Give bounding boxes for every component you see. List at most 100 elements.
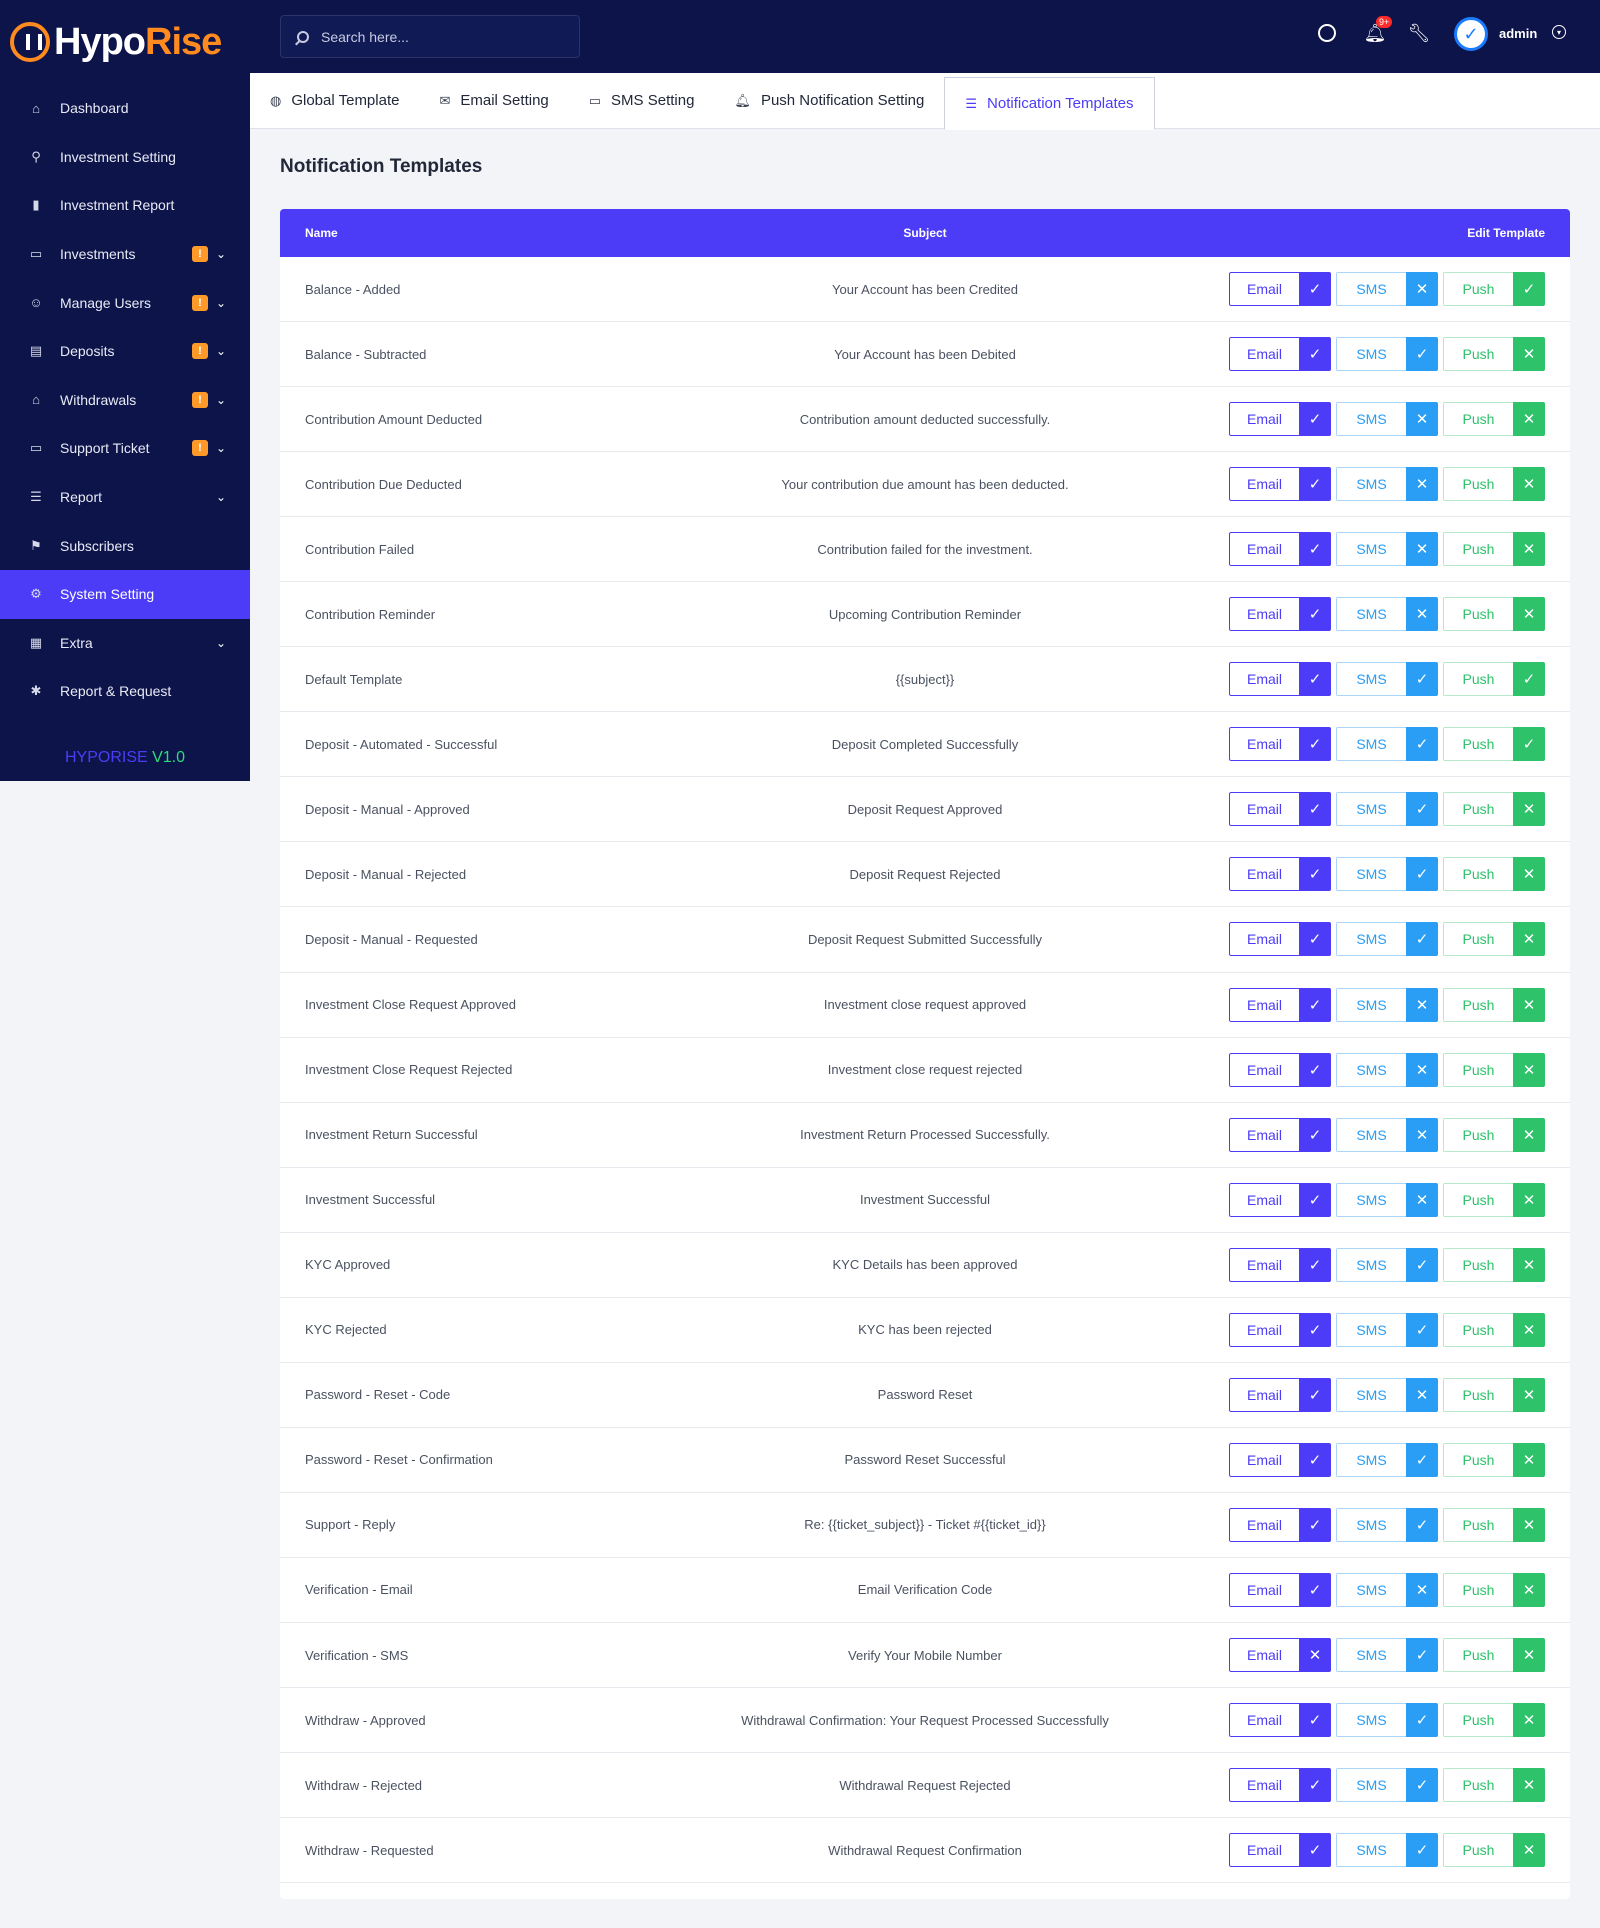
sidebar-item-subscribers[interactable]: ⚑ Subscribers (0, 521, 250, 570)
email-edit-button[interactable]: Email (1229, 1507, 1299, 1542)
check-icon[interactable]: ✓ (1299, 1768, 1331, 1803)
push-template-toggle[interactable]: Push ✓ (1443, 272, 1545, 307)
email-template-toggle[interactable]: Email ✕ (1229, 1638, 1331, 1672)
close-icon[interactable]: ✕ (1513, 597, 1545, 632)
sms-edit-button[interactable]: SMS (1336, 922, 1406, 957)
close-icon[interactable]: ✕ (1406, 987, 1438, 1022)
push-template-toggle[interactable]: Push ✕ (1443, 337, 1545, 372)
email-edit-button[interactable]: Email (1229, 1182, 1299, 1217)
check-icon[interactable]: ✓ (1299, 1117, 1331, 1152)
chevron-down-icon[interactable]: ⌄ (216, 490, 227, 505)
email-template-toggle[interactable]: Email ✓ (1229, 272, 1331, 307)
sms-edit-button[interactable]: SMS (1336, 1703, 1406, 1738)
close-icon[interactable]: ✕ (1406, 272, 1438, 307)
sidebar-item-investments[interactable]: ▭ Investments! ⌄ (0, 230, 250, 279)
sms-edit-button[interactable]: SMS (1336, 857, 1406, 892)
check-icon[interactable]: ✓ (1406, 727, 1438, 762)
check-icon[interactable]: ✓ (1406, 1833, 1438, 1868)
sms-edit-button[interactable]: SMS (1336, 1833, 1406, 1868)
sms-template-toggle[interactable]: SMS ✕ (1336, 1182, 1438, 1217)
email-edit-button[interactable]: Email (1229, 662, 1299, 697)
close-icon[interactable]: ✕ (1406, 597, 1438, 632)
sms-edit-button[interactable]: SMS (1336, 1442, 1406, 1477)
sms-template-toggle[interactable]: SMS ✓ (1336, 1442, 1438, 1477)
check-icon[interactable]: ✓ (1299, 1247, 1331, 1282)
sms-template-toggle[interactable]: SMS ✓ (1336, 922, 1438, 957)
push-edit-button[interactable]: Push (1443, 1768, 1513, 1803)
sms-template-toggle[interactable]: SMS ✓ (1336, 337, 1438, 372)
sms-template-toggle[interactable]: SMS ✕ (1336, 532, 1438, 567)
sms-template-toggle[interactable]: SMS ✓ (1336, 1833, 1438, 1868)
push-edit-button[interactable]: Push (1443, 337, 1513, 372)
check-icon[interactable]: ✓ (1406, 1442, 1438, 1477)
email-edit-button[interactable]: Email (1229, 922, 1299, 957)
sms-template-toggle[interactable]: SMS ✓ (1336, 857, 1438, 892)
close-icon[interactable]: ✕ (1513, 1247, 1545, 1282)
check-icon[interactable]: ✓ (1299, 532, 1331, 567)
close-icon[interactable]: ✕ (1513, 1442, 1545, 1477)
sms-template-toggle[interactable]: SMS ✕ (1336, 987, 1438, 1022)
sms-edit-button[interactable]: SMS (1336, 792, 1406, 827)
push-edit-button[interactable]: Push (1443, 1703, 1513, 1738)
email-template-toggle[interactable]: Email ✓ (1229, 532, 1331, 567)
email-template-toggle[interactable]: Email ✓ (1229, 727, 1331, 762)
email-template-toggle[interactable]: Email ✓ (1229, 857, 1331, 892)
email-edit-button[interactable]: Email (1229, 1638, 1299, 1672)
email-template-toggle[interactable]: Email ✓ (1229, 337, 1331, 372)
tab-push-notification-setting[interactable]: 🔔︎ Push Notification Setting (714, 73, 944, 128)
push-edit-button[interactable]: Push (1443, 1182, 1513, 1217)
close-icon[interactable]: ✕ (1513, 1638, 1545, 1672)
email-template-toggle[interactable]: Email ✓ (1229, 922, 1331, 957)
email-edit-button[interactable]: Email (1229, 1703, 1299, 1738)
push-template-toggle[interactable]: Push ✕ (1443, 1442, 1545, 1477)
check-icon[interactable]: ✓ (1299, 1703, 1331, 1738)
check-icon[interactable]: ✓ (1299, 1833, 1331, 1868)
push-edit-button[interactable]: Push (1443, 1312, 1513, 1347)
sms-edit-button[interactable]: SMS (1336, 662, 1406, 697)
check-icon[interactable]: ✓ (1299, 662, 1331, 697)
sms-edit-button[interactable]: SMS (1336, 402, 1406, 437)
push-template-toggle[interactable]: Push ✕ (1443, 1507, 1545, 1542)
check-icon[interactable]: ✓ (1406, 1703, 1438, 1738)
check-icon[interactable]: ✓ (1406, 1638, 1438, 1672)
check-icon[interactable]: ✓ (1299, 402, 1331, 437)
push-template-toggle[interactable]: Push ✕ (1443, 597, 1545, 632)
push-template-toggle[interactable]: Push ✕ (1443, 922, 1545, 957)
push-template-toggle[interactable]: Push ✕ (1443, 1052, 1545, 1087)
close-icon[interactable]: ✕ (1406, 1572, 1438, 1607)
email-template-toggle[interactable]: Email ✓ (1229, 1442, 1331, 1477)
push-edit-button[interactable]: Push (1443, 1572, 1513, 1607)
email-template-toggle[interactable]: Email ✓ (1229, 1507, 1331, 1542)
check-icon[interactable]: ✓ (1406, 922, 1438, 957)
sms-edit-button[interactable]: SMS (1336, 1182, 1406, 1217)
close-icon[interactable]: ✕ (1513, 1117, 1545, 1152)
close-icon[interactable]: ✕ (1513, 1572, 1545, 1607)
close-icon[interactable]: ✕ (1513, 532, 1545, 567)
email-template-toggle[interactable]: Email ✓ (1229, 467, 1331, 502)
email-template-toggle[interactable]: Email ✓ (1229, 792, 1331, 827)
sidebar-item-report-request[interactable]: ✱ Report & Request (0, 667, 250, 716)
chevron-down-icon[interactable]: ⌄ (216, 441, 227, 456)
check-icon[interactable]: ✓ (1406, 792, 1438, 827)
push-template-toggle[interactable]: Push ✕ (1443, 1572, 1545, 1607)
push-template-toggle[interactable]: Push ✕ (1443, 1117, 1545, 1152)
push-template-toggle[interactable]: Push ✓ (1443, 662, 1545, 697)
email-template-toggle[interactable]: Email ✓ (1229, 662, 1331, 697)
email-edit-button[interactable]: Email (1229, 727, 1299, 762)
sidebar-item-investment-setting[interactable]: ⚲ Investment Setting (0, 133, 250, 182)
check-icon[interactable]: ✓ (1299, 1572, 1331, 1607)
close-icon[interactable]: ✕ (1299, 1638, 1331, 1672)
push-edit-button[interactable]: Push (1443, 792, 1513, 827)
email-edit-button[interactable]: Email (1229, 1052, 1299, 1087)
push-template-toggle[interactable]: Push ✕ (1443, 467, 1545, 502)
sms-edit-button[interactable]: SMS (1336, 272, 1406, 307)
email-template-toggle[interactable]: Email ✓ (1229, 1377, 1331, 1412)
push-edit-button[interactable]: Push (1443, 987, 1513, 1022)
sms-edit-button[interactable]: SMS (1336, 597, 1406, 632)
sms-edit-button[interactable]: SMS (1336, 1572, 1406, 1607)
email-edit-button[interactable]: Email (1229, 1117, 1299, 1152)
sidebar-item-manage-users[interactable]: ☺ Manage Users! ⌄ (0, 278, 250, 327)
email-template-toggle[interactable]: Email ✓ (1229, 1833, 1331, 1868)
sms-template-toggle[interactable]: SMS ✕ (1336, 402, 1438, 437)
push-template-toggle[interactable]: Push ✕ (1443, 1377, 1545, 1412)
